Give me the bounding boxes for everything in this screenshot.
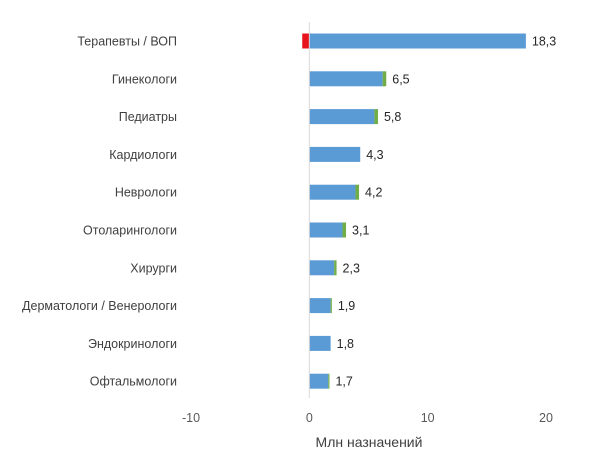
x-axis-ticks: -10 0 10 20 <box>182 411 553 425</box>
bar-segment-series-3 <box>330 298 332 314</box>
value-label: 4,2 <box>365 186 382 200</box>
value-label: 1,9 <box>338 299 355 313</box>
bar-segment-series-3 <box>382 71 387 87</box>
bars <box>302 33 526 389</box>
value-label: 3,1 <box>352 224 369 238</box>
bar-segment-series-2 <box>309 109 375 125</box>
bar-segment-series-3 <box>328 373 330 389</box>
x-tick-label: -10 <box>182 411 200 425</box>
bar-segment-series-2 <box>309 33 526 49</box>
value-label: 1,7 <box>335 375 352 389</box>
value-labels: 18,3 6,5 5,8 4,3 4,2 3,1 2,3 1,9 1,8 1,7 <box>335 35 556 389</box>
category-label: Хирурги <box>130 261 177 275</box>
bar-segment-series-1 <box>302 33 310 49</box>
bar-segment-series-2 <box>309 146 361 162</box>
value-label: 1,8 <box>337 337 354 351</box>
bar-segment-series-2 <box>309 335 331 351</box>
category-label: Кардиологи <box>109 148 177 162</box>
category-label: Педиатры <box>119 110 177 124</box>
bar-segment-series-2 <box>309 71 383 87</box>
category-label: Эндокринологи <box>88 337 177 351</box>
x-tick-label: 10 <box>421 411 435 425</box>
bar-segment-series-3 <box>342 222 347 238</box>
value-label: 2,3 <box>343 261 360 275</box>
value-label: 6,5 <box>392 72 409 86</box>
category-label: Офтальмологи <box>90 375 177 389</box>
x-axis-title: Млн назначений <box>316 434 423 450</box>
category-label: Неврологи <box>115 186 177 200</box>
x-tick-label: 20 <box>539 411 553 425</box>
category-label: Дерматологи / Венерологи <box>22 299 177 313</box>
value-label: 5,8 <box>384 110 401 124</box>
bar-segment-series-3 <box>355 184 360 200</box>
bar-segment-series-2 <box>309 260 335 276</box>
bar-segment-series-2 <box>309 298 331 314</box>
bar-segment-series-2 <box>309 222 343 238</box>
value-label: 4,3 <box>366 148 383 162</box>
bar-segment-series-3 <box>374 109 378 125</box>
category-labels: Терапевты / ВОП Гинекологи Педиатры Кардиол… <box>22 35 177 389</box>
bar-segment-series-2 <box>309 184 356 200</box>
bar-segment-series-2 <box>309 373 329 389</box>
category-label: Отоларингологи <box>83 224 177 238</box>
value-label: 18,3 <box>532 35 556 49</box>
category-label: Терапевты / ВОП <box>77 35 177 49</box>
bar-segment-series-3 <box>334 260 337 276</box>
x-tick-label: 0 <box>306 411 313 425</box>
category-label: Гинекологи <box>112 72 177 86</box>
